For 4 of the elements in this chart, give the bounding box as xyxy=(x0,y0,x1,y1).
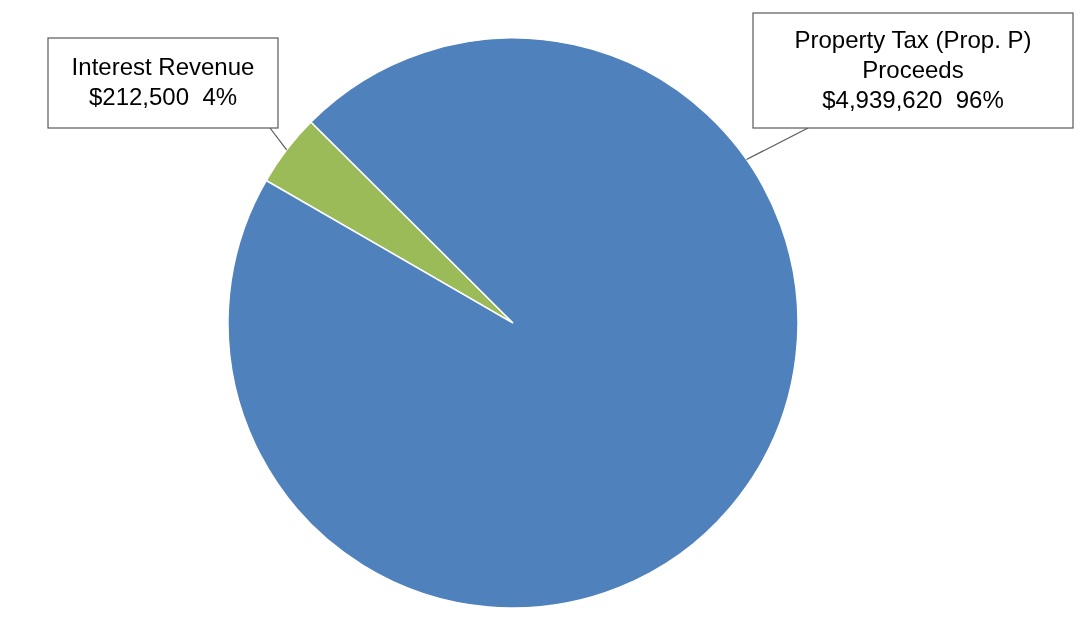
slice-label: Interest Revenue xyxy=(71,53,255,80)
data-label: $4,939,620 96% xyxy=(822,85,1004,113)
data-label: $212,500 4% xyxy=(88,83,238,110)
slice-label: Property Tax (Prop. P) Proceeds xyxy=(794,25,1032,83)
